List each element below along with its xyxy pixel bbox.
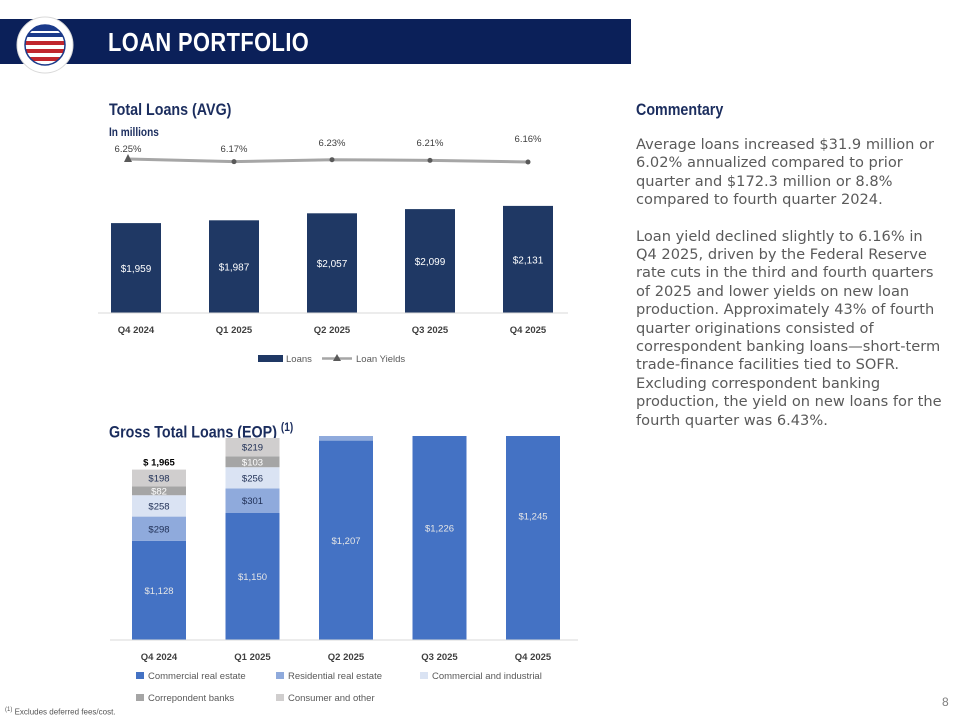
- legend-swatch-1: [136, 672, 144, 679]
- stack-segment-3-1: [132, 495, 186, 517]
- stack-label-3-1: $258: [148, 501, 169, 512]
- legend-label-3: Commercial and industrial: [432, 671, 542, 682]
- stack-label-2-2: $301: [242, 496, 263, 507]
- loans-bar-label-1: $1,959: [121, 264, 152, 275]
- stack-label-5-2: $219: [242, 443, 263, 454]
- x-tick-label-1: Q4 2024: [141, 652, 178, 663]
- commentary-body: Average loans increased $31.9 million or…: [636, 136, 948, 448]
- commentary-paragraph-2: Loan yield declined slightly to 6.16% in…: [636, 227, 942, 429]
- stack-segment-2-3: [319, 436, 373, 441]
- legend-swatch-loans: [258, 355, 283, 362]
- stack-segment-4-2: [225, 456, 280, 468]
- stack-label-4-1: $82: [151, 486, 167, 497]
- footnote-marker: (1): [5, 707, 13, 713]
- stack-label-1-3: $1,207: [331, 536, 360, 547]
- legend-label-1: Commercial real estate: [148, 671, 246, 682]
- legend-swatch-3: [420, 672, 428, 679]
- stack-segment-1-4: [412, 436, 467, 640]
- stack-label-1-5: $1,245: [518, 512, 547, 523]
- x-tick-label-1: Q4 2024: [118, 325, 155, 336]
- gross-loans-chart: $1,128 $298 $258 $82$198 $ 1,965 Q4 2024 $1,15…: [110, 436, 578, 704]
- stack-label-3-2: $256: [242, 473, 263, 484]
- loan-yield-marker-5: [525, 159, 531, 165]
- page-number: 8: [942, 695, 949, 709]
- stack-segment-5-2: [225, 438, 280, 457]
- stack-segment-2-2: [225, 488, 280, 513]
- legend-label-5: Consumer and other: [288, 693, 375, 704]
- loan-yield-label-3: 6.23%: [319, 138, 346, 149]
- commentary-title: Commentary: [636, 100, 724, 119]
- stack-label-1-1: $1,128: [144, 586, 173, 597]
- stack-segment-3-2: [225, 467, 280, 489]
- stack-segment-5-1: [132, 469, 186, 487]
- legend-label-loan-yields: Loan Yields: [356, 354, 405, 365]
- legend-swatch-2: [276, 672, 284, 679]
- page-title: LOAN PORTFOLIO: [108, 27, 310, 57]
- loan-yield-label-4: 6.21%: [417, 138, 444, 149]
- loan-yield-marker-1: [124, 154, 132, 163]
- stack-segment-1-1: [132, 540, 186, 640]
- stack-label-2-1: $298: [148, 524, 169, 535]
- gross-loans-footnote-marker: (1): [280, 420, 294, 434]
- stack-segment-1-3: [319, 440, 373, 640]
- total-loans-chart: $1,959 Q4 2024 $1,987 Q1 2025 $2,057 Q2 2025 $…: [98, 134, 568, 365]
- stack-total-1: $ 1,965: [143, 458, 175, 469]
- loans-bar-label-2: $1,987: [219, 263, 250, 274]
- gross-loans-chart-title-wrap: Gross Total Loans (EOP) (1): [109, 420, 293, 443]
- legend-label-2: Residential real estate: [288, 671, 382, 682]
- loans-bar-label-5: $2,131: [513, 255, 544, 266]
- stack-label-1-2: $1,150: [238, 572, 267, 583]
- legend-marker-loan-yields: [333, 354, 341, 361]
- loans-bar-1: [111, 223, 161, 313]
- footnote: (1) Excludes deferred fees/cost.: [5, 707, 116, 717]
- stack-label-1-4: $1,226: [425, 524, 454, 535]
- x-tick-label-5: Q4 2025: [515, 652, 552, 663]
- loan-yield-marker-2: [231, 159, 237, 165]
- loan-yield-label-5: 6.16%: [515, 134, 542, 145]
- stack-label-5-1: $198: [148, 474, 169, 485]
- loans-bar-label-3: $2,057: [317, 259, 348, 270]
- x-tick-label-3: Q2 2025: [328, 652, 365, 663]
- footnote-text: Excludes deferred fees/cost.: [14, 707, 116, 717]
- loan-yield-marker-3: [329, 157, 335, 163]
- loans-bar-4: [405, 209, 455, 313]
- header-bar: [0, 19, 631, 64]
- legend-label-4: Correpondent banks: [148, 693, 234, 704]
- loan-yield-label-1: 6.25%: [115, 144, 142, 155]
- x-tick-label-5: Q4 2025: [510, 325, 547, 336]
- loan-yields-line: [127, 157, 529, 164]
- total-loans-chart-subtitle: In millions: [109, 125, 159, 139]
- legend-label-loans: Loans: [286, 354, 312, 365]
- x-tick-label-2: Q1 2025: [216, 325, 253, 336]
- legend-swatch-4: [136, 694, 144, 701]
- stack-label-4-2: $103: [242, 457, 263, 468]
- stack-segment-4-1: [132, 486, 186, 496]
- flag-logo-icon: [16, 16, 74, 74]
- stack-segment-1-2: [225, 513, 280, 640]
- loans-bar-label-4: $2,099: [415, 257, 446, 268]
- loan-yield-label-2: 6.17%: [221, 144, 248, 155]
- loans-bar-2: [209, 220, 259, 313]
- loan-yield-marker-4: [427, 157, 433, 163]
- x-tick-label-4: Q3 2025: [412, 325, 449, 336]
- stack-segment-1-5: [506, 436, 560, 640]
- commentary-paragraph-1: Average loans increased $31.9 million or…: [636, 136, 934, 209]
- x-tick-label-4: Q3 2025: [421, 652, 458, 663]
- stack-total-2: $ 2,029: [237, 436, 269, 437]
- loans-bar-3: [307, 213, 357, 313]
- x-tick-label-2: Q1 2025: [234, 652, 271, 663]
- loans-bar-5: [503, 205, 553, 313]
- legend-swatch-5: [276, 694, 284, 701]
- x-tick-label-3: Q2 2025: [314, 325, 351, 336]
- total-loans-chart-title: Total Loans (AVG): [109, 100, 232, 119]
- stack-segment-2-1: [132, 516, 186, 541]
- gross-loans-chart-title: Gross Total Loans (EOP): [109, 422, 277, 442]
